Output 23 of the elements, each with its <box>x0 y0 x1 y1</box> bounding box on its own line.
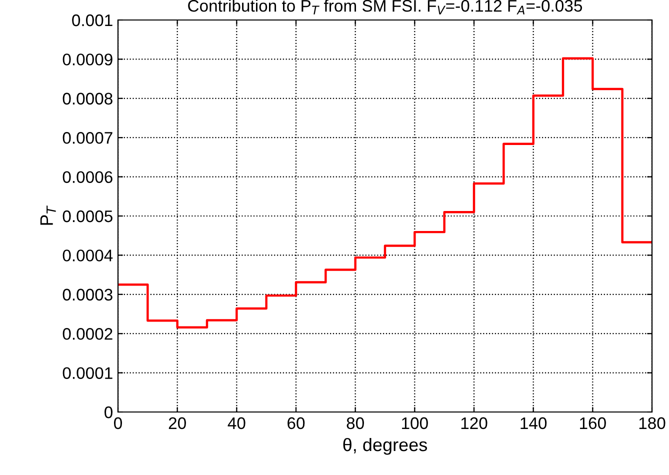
y-tick-label: 0.0002 <box>62 328 112 340</box>
y-tick-label: 0 <box>104 406 112 418</box>
y-tick-label: 0.0006 <box>62 171 112 184</box>
y-tick-label: 0.0009 <box>62 54 112 66</box>
x-tick-label: 140 <box>520 417 547 430</box>
y-tick-label: 0.0005 <box>62 210 112 222</box>
x-tick-label: 100 <box>402 417 428 430</box>
x-tick-label: 20 <box>168 417 186 430</box>
y-tick-label: 0.0004 <box>62 250 113 262</box>
x-axis-title: θ, degrees <box>343 438 428 455</box>
y-tick-label: 0.001 <box>72 14 112 26</box>
x-tick-label: 120 <box>461 417 488 430</box>
x-tick-label: 60 <box>288 417 305 430</box>
y-axis-title: P$_{T}$ <box>40 206 56 225</box>
x-tick-label: 40 <box>228 417 246 430</box>
x-tick-label: 160 <box>580 417 606 430</box>
x-tick-label: 0 <box>114 417 122 430</box>
y-tick-label: 0.0008 <box>62 92 112 105</box>
y-tick-label: 0.0007 <box>62 132 112 144</box>
y-tick-label: 0.0003 <box>62 288 112 301</box>
y-tick-label: 0.0001 <box>62 367 112 380</box>
x-tick-label: 80 <box>346 417 364 430</box>
x-tick-label: 180 <box>639 417 666 430</box>
